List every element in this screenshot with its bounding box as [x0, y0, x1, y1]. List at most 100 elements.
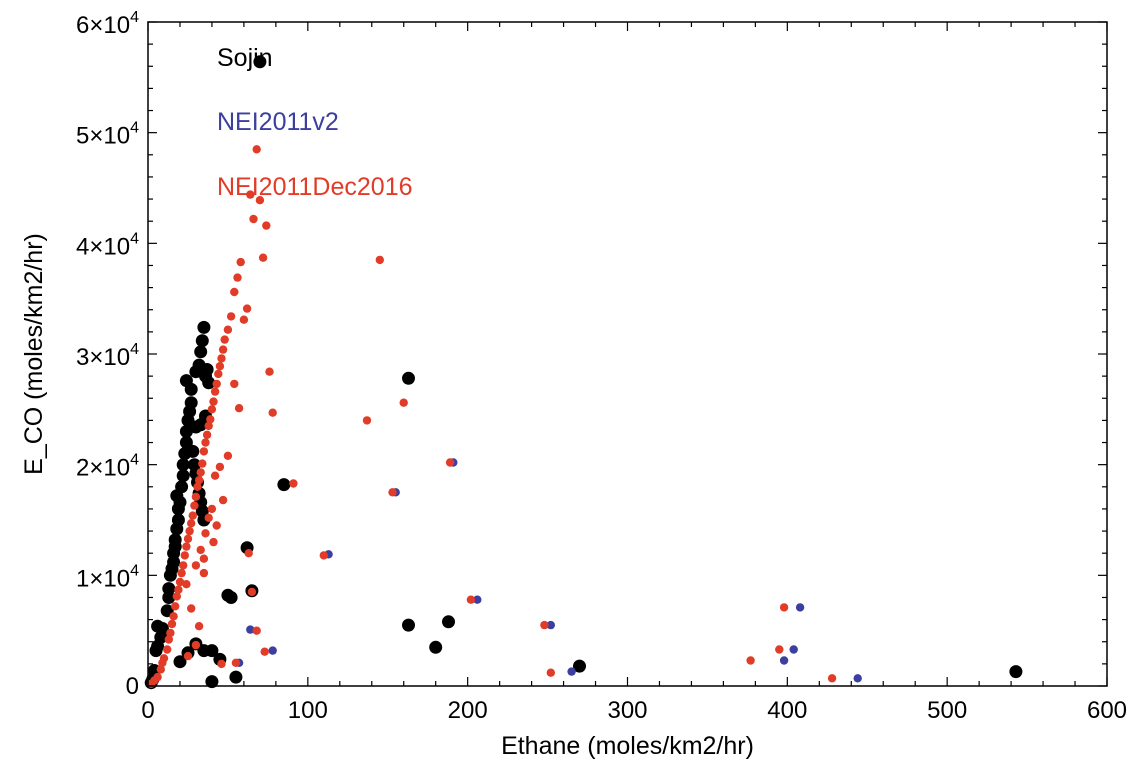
data-point: [262, 221, 271, 230]
y-tick-label: 5×104: [76, 120, 139, 150]
data-point: [201, 438, 210, 447]
data-point: [746, 656, 755, 665]
data-point: [159, 654, 169, 663]
data-point: [258, 253, 268, 262]
data-point: [184, 396, 198, 410]
data-point: [402, 371, 415, 385]
data-point: [429, 640, 443, 654]
series-sojin: [144, 55, 1023, 690]
tick-labels: 0 100 200 300 400 500 600 0 1×104 2×104 3×104 4×104…: [76, 9, 1127, 724]
data-point: [172, 592, 181, 601]
data-point: [167, 555, 181, 569]
x-tick-label: 400: [767, 697, 807, 724]
y-tick-label: 0: [126, 673, 139, 700]
data-point: [226, 312, 236, 321]
data-point: [224, 591, 238, 604]
legend-label-nei2011dec2016: NEI2011Dec2016: [217, 173, 413, 201]
y-tick-label: 1×104: [76, 562, 139, 592]
data-point: [196, 545, 205, 555]
data-point: [546, 668, 555, 677]
data-point: [193, 482, 202, 491]
data-point: [242, 304, 252, 313]
data-point: [319, 551, 328, 560]
data-point: [252, 145, 261, 154]
data-point: [260, 647, 269, 656]
data-point: [164, 635, 173, 644]
data-point: [174, 585, 183, 594]
data-point: [201, 529, 210, 538]
data-point: [853, 674, 862, 683]
data-point: [195, 334, 209, 348]
y-tick-label: 3×104: [76, 341, 139, 371]
data-point: [217, 354, 226, 363]
data-point: [209, 397, 218, 406]
data-point: [167, 619, 177, 629]
data-point: [789, 645, 798, 654]
data-point: [231, 658, 241, 667]
data-point: [230, 379, 239, 389]
data-point: [187, 604, 196, 613]
data-point: [187, 519, 196, 528]
data-point: [289, 479, 298, 488]
data-point: [171, 602, 180, 611]
data-point: [573, 659, 586, 673]
data-point: [218, 345, 228, 354]
data-point: [399, 398, 408, 407]
x-tick-label: 500: [927, 697, 967, 724]
data-point: [205, 644, 219, 658]
data-point: [567, 667, 576, 676]
data-point: [200, 363, 214, 376]
data-point: [233, 273, 242, 282]
x-tick-label: 300: [607, 697, 647, 724]
data-point: [194, 345, 208, 359]
data-point: [191, 640, 201, 650]
data-point: [255, 196, 265, 205]
data-point: [268, 646, 277, 655]
data-point: [442, 615, 455, 629]
y-axis-title: E_CO (moles/km2/hr): [20, 233, 48, 475]
data-point: [202, 376, 216, 390]
data-point: [182, 542, 191, 551]
data-point: [473, 595, 482, 604]
data-point: [168, 533, 182, 547]
points-layer: [144, 55, 1023, 690]
data-point: [188, 511, 197, 520]
data-point: [162, 591, 176, 604]
data-point: [209, 537, 218, 547]
data-point: [199, 447, 209, 456]
y-tick-label: 6×104: [76, 9, 139, 39]
legend: Sojin NEI2011v2 NEI2011Dec2016: [217, 44, 413, 201]
data-point: [246, 625, 255, 634]
data-point: [223, 325, 233, 334]
data-point: [210, 471, 220, 480]
series-nei2011dec2016: [147, 145, 837, 688]
data-point: [252, 626, 261, 635]
data-point: [175, 577, 185, 587]
legend-label-sojin: Sojin: [217, 44, 273, 72]
data-point: [198, 459, 207, 468]
data-point: [179, 374, 193, 388]
data-point: [217, 659, 226, 669]
data-point: [199, 568, 209, 578]
x-tick-label: 200: [448, 697, 488, 724]
data-point: [182, 580, 191, 589]
data-point: [176, 458, 190, 472]
data-point: [253, 55, 267, 69]
data-point: [191, 492, 201, 501]
data-point: [445, 458, 455, 467]
data-point: [156, 665, 165, 674]
data-point: [277, 478, 291, 492]
data-point: [171, 513, 185, 527]
data-point: [218, 495, 228, 505]
series-nei2011v2: [234, 458, 862, 683]
data-point: [223, 451, 233, 460]
data-point: [177, 568, 186, 578]
data-point: [795, 603, 805, 612]
data-point: [162, 582, 176, 596]
data-point: [212, 379, 221, 389]
x-tick-label: 0: [141, 697, 154, 724]
data-point: [827, 674, 837, 683]
data-point: [236, 257, 245, 267]
data-point: [197, 320, 211, 334]
